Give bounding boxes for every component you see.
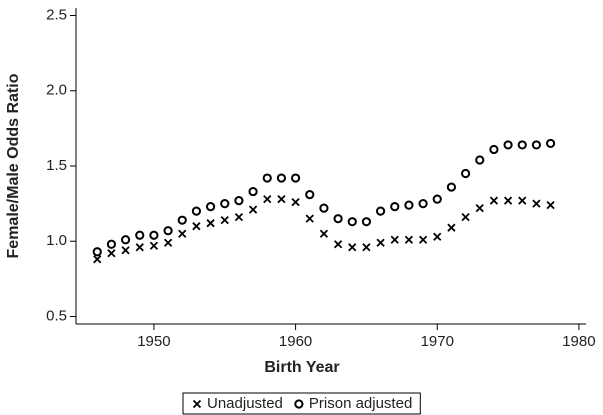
point xyxy=(248,205,258,214)
point xyxy=(291,197,300,207)
point xyxy=(390,235,399,244)
point xyxy=(263,194,272,204)
point xyxy=(460,168,471,179)
legend-marker xyxy=(192,399,202,409)
x-tick-label: 1970 xyxy=(421,333,454,350)
point xyxy=(546,200,555,210)
point xyxy=(277,194,286,204)
point xyxy=(333,240,343,249)
point xyxy=(135,230,145,240)
y-axis-title: Female/Male Odds Ratio xyxy=(5,73,22,258)
point xyxy=(290,173,301,183)
point xyxy=(234,196,244,206)
x-axis-title: Birth Year xyxy=(264,359,339,376)
point xyxy=(135,243,144,252)
y-tick-label: 2.5 xyxy=(46,6,67,23)
point xyxy=(475,155,485,165)
point xyxy=(305,189,315,200)
point xyxy=(446,182,457,192)
point xyxy=(503,196,513,205)
y-tick-label: 2.0 xyxy=(46,82,67,99)
point xyxy=(178,229,187,238)
point xyxy=(475,203,484,213)
point xyxy=(191,206,202,216)
point xyxy=(361,217,372,227)
point xyxy=(276,173,287,183)
x-tick-label: 1950 xyxy=(137,333,170,350)
point xyxy=(375,206,386,216)
y-tick-label: 1.0 xyxy=(46,232,67,249)
point xyxy=(489,196,499,205)
point xyxy=(518,196,527,205)
point xyxy=(404,235,414,244)
point xyxy=(205,202,216,212)
point xyxy=(531,140,542,150)
point xyxy=(107,249,116,258)
point xyxy=(376,238,385,247)
point xyxy=(248,186,258,197)
point xyxy=(234,213,244,222)
point xyxy=(489,144,499,155)
point xyxy=(432,194,442,204)
point xyxy=(433,232,442,241)
point xyxy=(163,226,173,236)
point xyxy=(106,239,117,249)
point xyxy=(206,219,215,228)
point xyxy=(503,140,513,150)
point xyxy=(348,243,357,252)
point xyxy=(347,217,357,227)
point xyxy=(319,229,329,238)
y-tick-label: 0.5 xyxy=(46,307,67,324)
point xyxy=(121,246,130,255)
y-tick-label: 1.5 xyxy=(46,157,67,174)
point xyxy=(404,200,414,210)
point xyxy=(418,199,428,209)
point xyxy=(517,140,527,150)
point xyxy=(262,173,272,183)
point xyxy=(93,255,102,264)
point xyxy=(177,215,187,225)
point xyxy=(418,235,428,244)
point xyxy=(333,214,343,224)
point xyxy=(447,223,456,232)
point xyxy=(220,216,229,225)
legend-marker xyxy=(294,399,304,409)
point xyxy=(545,138,556,149)
point xyxy=(120,235,131,245)
point xyxy=(305,214,314,223)
legend-label: Unadjusted xyxy=(207,395,283,412)
x-tick-label: 1960 xyxy=(279,333,312,350)
point xyxy=(192,222,201,231)
legend-label: Prison adjusted xyxy=(309,395,412,412)
point xyxy=(362,243,371,252)
point xyxy=(532,199,541,208)
point xyxy=(92,247,102,257)
x-tick-label: 1980 xyxy=(562,333,595,350)
point xyxy=(461,213,470,222)
point xyxy=(390,202,400,212)
point xyxy=(319,203,329,213)
point xyxy=(149,241,159,250)
point xyxy=(163,238,173,247)
point xyxy=(220,199,230,209)
point xyxy=(149,230,159,240)
